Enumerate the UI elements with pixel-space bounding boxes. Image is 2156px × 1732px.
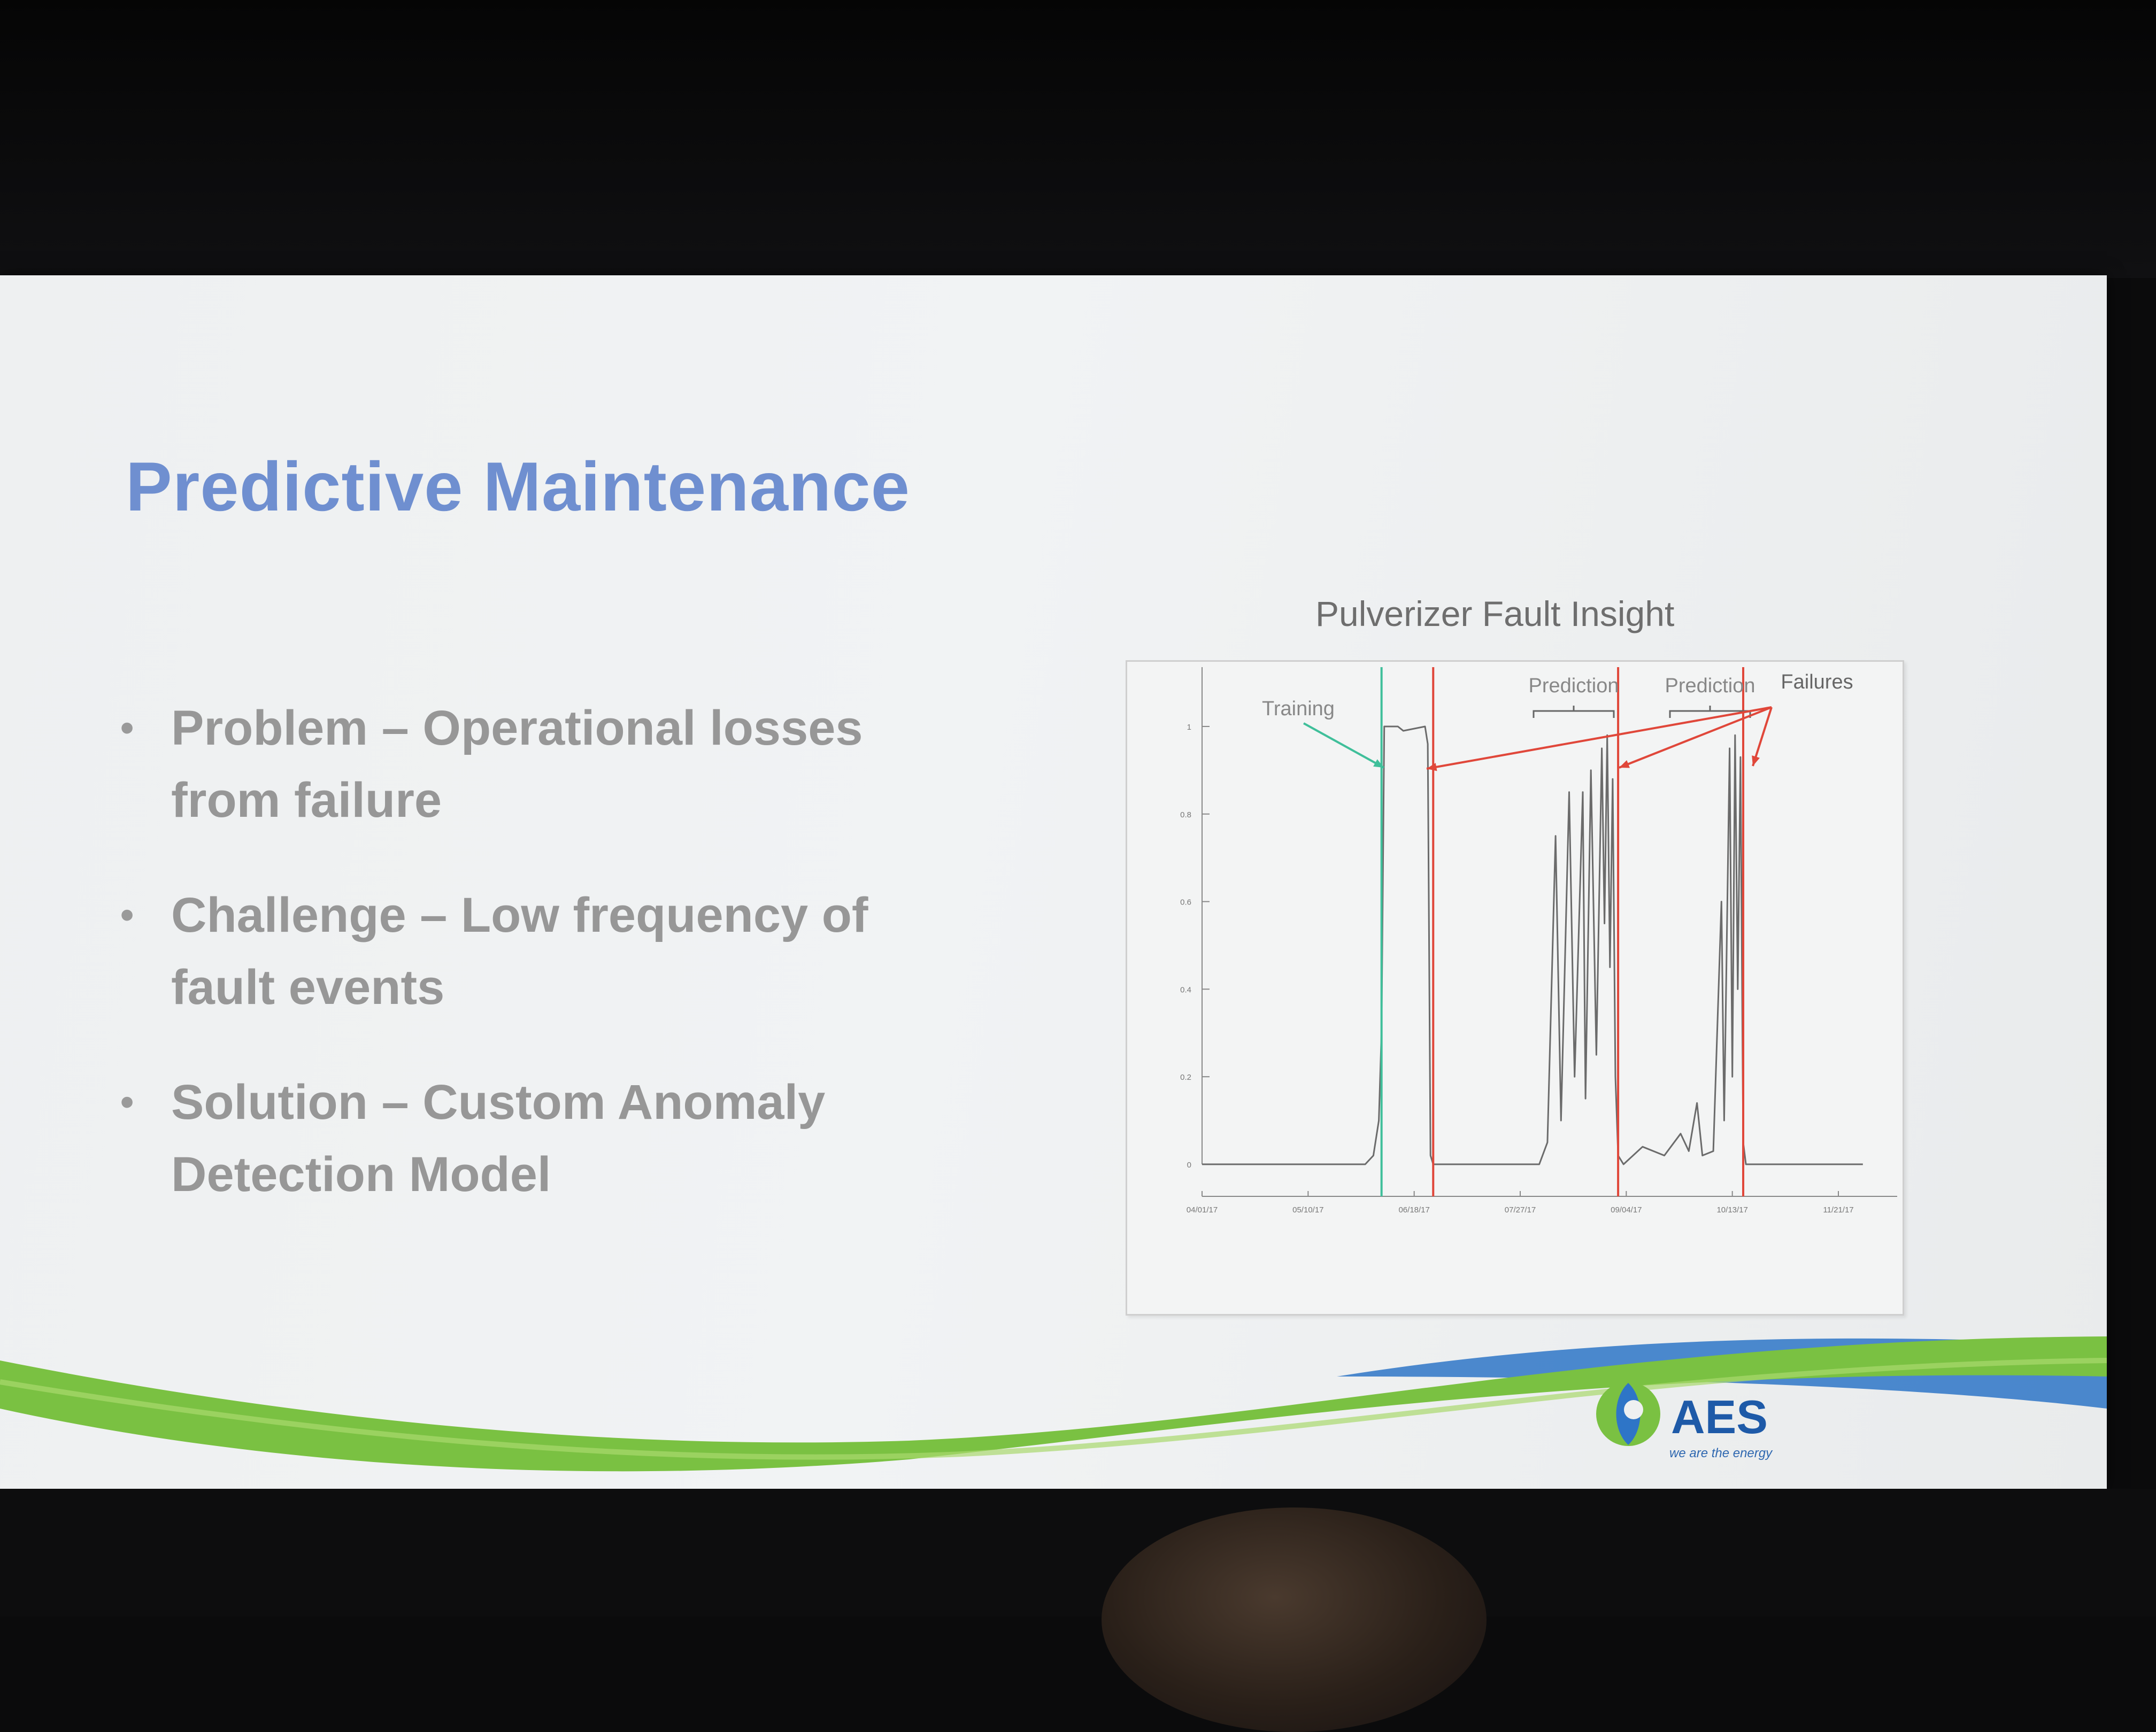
y-tick-label: 0.8: [1180, 810, 1191, 819]
training-arrow-head: [1373, 759, 1384, 768]
logo-wordmark: AES: [1671, 1390, 1768, 1443]
annotation-prediction: Prediction: [1665, 675, 1755, 697]
prediction-bracket: [1533, 706, 1615, 718]
x-tick-label: 04/01/17: [1187, 1205, 1218, 1215]
audience-head: [1102, 1507, 1487, 1732]
bullet-text-line: Challenge – Low frequency of: [171, 888, 868, 942]
annotation-prediction: Prediction: [1529, 675, 1619, 697]
bullet-text-line: Solution – Custom Anomaly: [171, 1075, 826, 1130]
bullet-marker: •: [120, 894, 134, 937]
stage-floor: [0, 1489, 2156, 1617]
failure-arrow: [1619, 706, 1772, 769]
training-arrow: [1303, 722, 1384, 769]
chart-svg: 0 0.2 0.4 0.6 0.8 1 04/01/17 05/10/17 06/18/17 07…: [1180, 667, 1897, 1215]
bullet-text-line: Detection Model: [171, 1147, 551, 1202]
presentation-slide: Predictive Maintenance • Problem – Opera…: [0, 275, 2107, 1489]
failure-arrow-head: [1619, 760, 1630, 768]
x-tick-label: 05/10/17: [1292, 1205, 1323, 1215]
logo-tagline: we are the energy: [1669, 1446, 1773, 1460]
annotation-failures: Failures: [1781, 671, 1853, 693]
bullet-text-line: Problem – Operational losses: [171, 701, 863, 755]
y-tick-label: 0.4: [1180, 985, 1191, 994]
chart-frame: 0 0.2 0.4 0.6 0.8 1 04/01/17 05/10/17 06/18/17 07…: [1126, 660, 1904, 1316]
bullet-text-line: fault events: [171, 960, 445, 1015]
footer-wave: [0, 1336, 2107, 1472]
failure-arrow-head: [1752, 755, 1760, 766]
bullet-solution: • Solution – Custom Anomaly Detection Mo…: [118, 1066, 920, 1211]
aes-logo-icon: [1596, 1382, 1660, 1446]
green-wave-highlight: [0, 1358, 2107, 1460]
prediction-bracket: [1669, 706, 1751, 718]
bullet-problem: • Problem – Operational losses from fail…: [118, 692, 920, 837]
bullet-list: • Problem – Operational losses from fail…: [118, 692, 920, 1254]
slide-title: Predictive Maintenance: [126, 447, 910, 525]
y-tick-label: 0.6: [1180, 898, 1191, 907]
bullet-challenge: • Challenge – Low frequency of fault eve…: [118, 879, 920, 1024]
green-wave: [0, 1336, 2107, 1472]
y-tick-label: 0: [1187, 1161, 1191, 1170]
y-tick-label: 0.2: [1180, 1073, 1191, 1082]
x-tick-label: 06/18/17: [1398, 1205, 1429, 1215]
chart-title: Pulverizer Fault Insight: [1315, 594, 1675, 633]
x-tick-label: 09/04/17: [1611, 1205, 1642, 1215]
y-tick-label: 1: [1187, 723, 1191, 732]
x-tick-label: 11/21/17: [1823, 1205, 1853, 1215]
bullet-marker: •: [120, 1081, 134, 1124]
dark-ceiling: [0, 0, 2156, 278]
failure-arrow: [1752, 707, 1773, 767]
bullet-text-line: from failure: [171, 773, 442, 828]
failure-arrow: [1426, 706, 1772, 770]
failure-arrow-head: [1427, 763, 1437, 771]
series-line: [1202, 725, 1863, 1165]
x-tick-label: 10/13/17: [1716, 1205, 1747, 1215]
x-tick-label: 07/27/17: [1505, 1205, 1536, 1215]
annotation-training: Training: [1262, 698, 1335, 720]
bullet-marker: •: [120, 707, 134, 749]
